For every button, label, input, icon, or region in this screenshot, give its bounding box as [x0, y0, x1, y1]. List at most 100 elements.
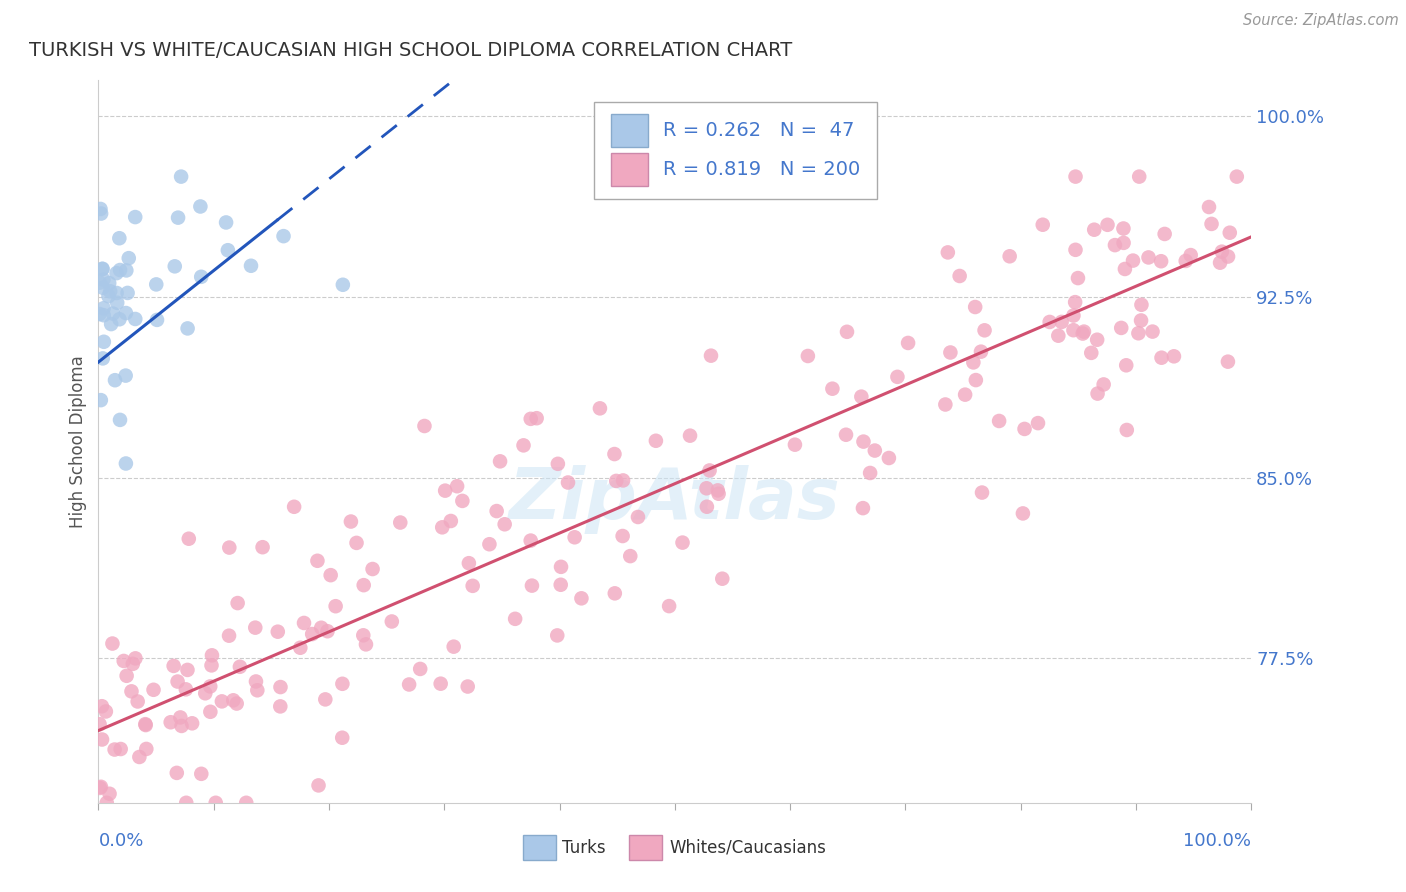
- Point: [973, 323, 995, 337]
- Point: [252, 540, 274, 554]
- Point: [91, 351, 114, 366]
- Point: [1174, 254, 1197, 268]
- Point: [1211, 244, 1233, 259]
- Point: [90, 393, 112, 408]
- Point: [340, 515, 363, 529]
- Point: [115, 306, 138, 320]
- Point: [240, 259, 263, 273]
- Point: [292, 615, 315, 630]
- Point: [90, 206, 112, 220]
- FancyBboxPatch shape: [628, 835, 662, 860]
- Point: [108, 263, 131, 277]
- Point: [245, 621, 267, 635]
- Point: [115, 669, 138, 683]
- Point: [325, 599, 347, 614]
- Point: [301, 627, 323, 641]
- Point: [98, 276, 121, 290]
- Text: ZipAtlas: ZipAtlas: [509, 465, 841, 533]
- Point: [706, 483, 728, 498]
- Point: [218, 629, 240, 643]
- Point: [235, 796, 257, 810]
- Point: [700, 349, 723, 363]
- Point: [711, 572, 734, 586]
- Point: [176, 321, 198, 335]
- Point: [1198, 200, 1220, 214]
- Point: [413, 419, 436, 434]
- Point: [1064, 243, 1087, 257]
- Point: [457, 556, 479, 570]
- Point: [936, 245, 959, 260]
- Point: [1114, 262, 1136, 277]
- Point: [201, 648, 224, 663]
- Point: [353, 578, 375, 592]
- Point: [135, 742, 157, 756]
- Point: [851, 390, 873, 404]
- Point: [603, 447, 626, 461]
- Point: [246, 683, 269, 698]
- FancyBboxPatch shape: [523, 835, 557, 860]
- Point: [200, 658, 222, 673]
- Point: [699, 463, 721, 477]
- Point: [835, 325, 858, 339]
- FancyBboxPatch shape: [595, 102, 877, 200]
- Point: [166, 674, 188, 689]
- Point: [1064, 169, 1087, 184]
- Point: [101, 307, 124, 321]
- Point: [91, 281, 114, 295]
- Point: [229, 660, 252, 674]
- Text: TURKISH VS WHITE/CAUCASIAN HIGH SCHOOL DIPLOMA CORRELATION CHART: TURKISH VS WHITE/CAUCASIAN HIGH SCHOOL D…: [30, 40, 793, 60]
- Point: [89, 307, 111, 321]
- Point: [104, 373, 127, 387]
- Point: [134, 717, 156, 731]
- Point: [1064, 295, 1087, 310]
- Point: [1097, 218, 1119, 232]
- Point: [965, 373, 987, 387]
- Point: [211, 694, 233, 708]
- Point: [190, 767, 212, 781]
- Point: [1130, 313, 1153, 327]
- Point: [519, 412, 541, 426]
- Point: [330, 731, 353, 745]
- Point: [589, 401, 612, 416]
- Point: [121, 657, 143, 671]
- Text: 0.0%: 0.0%: [98, 831, 143, 850]
- Point: [93, 308, 115, 322]
- Point: [934, 397, 956, 411]
- Point: [200, 705, 222, 719]
- Point: [603, 586, 626, 600]
- Point: [526, 411, 548, 425]
- Point: [962, 355, 984, 369]
- Point: [89, 276, 111, 290]
- Point: [389, 516, 412, 530]
- Point: [1085, 333, 1108, 347]
- Point: [1153, 227, 1175, 241]
- Point: [108, 312, 131, 326]
- Point: [1012, 507, 1035, 521]
- Point: [115, 263, 138, 277]
- Point: [145, 277, 167, 292]
- Point: [489, 454, 512, 468]
- Point: [605, 474, 627, 488]
- Point: [159, 715, 181, 730]
- Point: [112, 654, 135, 668]
- Point: [1112, 235, 1135, 250]
- Point: [546, 628, 568, 642]
- FancyBboxPatch shape: [612, 153, 648, 186]
- Point: [429, 676, 451, 690]
- Point: [104, 742, 127, 756]
- Point: [1032, 218, 1054, 232]
- Point: [174, 682, 197, 697]
- Point: [953, 387, 976, 401]
- Point: [316, 624, 339, 639]
- Point: [434, 483, 457, 498]
- Point: [897, 335, 920, 350]
- Point: [612, 529, 634, 543]
- Point: [1080, 346, 1102, 360]
- Point: [346, 536, 368, 550]
- Y-axis label: High School Diploma: High School Diploma: [69, 355, 87, 528]
- Point: [1128, 169, 1150, 184]
- Point: [877, 450, 900, 465]
- Point: [679, 428, 702, 442]
- Point: [174, 796, 197, 810]
- Point: [1104, 238, 1126, 252]
